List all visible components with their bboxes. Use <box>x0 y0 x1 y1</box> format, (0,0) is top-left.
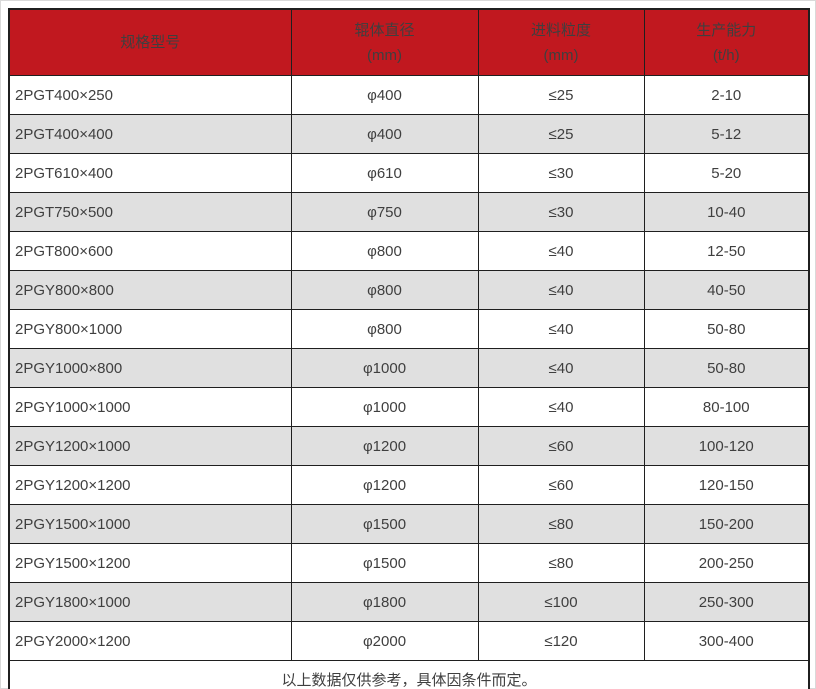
cell-model: 2PGY1200×1000 <box>8 426 292 466</box>
spec-table: 规格型号 辊体直径 (mm) 进料粒度 (mm) 生产能力 (t/h) 2PGT… <box>8 8 810 689</box>
table-cell: ≤60 <box>477 465 645 505</box>
table-cell: ≤80 <box>477 504 645 544</box>
table-cell: 50-80 <box>643 348 810 388</box>
table-footer: 以上数据仅供参考，具体因条件而定。 <box>8 660 810 689</box>
table-cell: φ800 <box>290 231 479 271</box>
table-row: 2PGT610×400 φ610 ≤30 5-20 <box>8 153 810 193</box>
header-cell-feed-size: 进料粒度 (mm) <box>477 8 645 76</box>
table-cell: φ1800 <box>290 582 479 622</box>
cell-model: 2PGY800×800 <box>8 270 292 310</box>
table-cell: ≤30 <box>477 153 645 193</box>
table-row: 2PGY800×800 φ800 ≤40 40-50 <box>8 270 810 310</box>
cell-model: 2PGY800×1000 <box>8 309 292 349</box>
table-cell: 250-300 <box>643 582 810 622</box>
cell-model: 2PGY1500×1200 <box>8 543 292 583</box>
table-cell: φ400 <box>290 114 479 154</box>
header-cell-roller-diameter: 辊体直径 (mm) <box>290 8 479 76</box>
table-row: 2PGY1000×800 φ1000 ≤40 50-80 <box>8 348 810 388</box>
table-cell: 12-50 <box>643 231 810 271</box>
header-unit: (mm) <box>543 46 579 64</box>
table-cell: ≤25 <box>477 75 645 115</box>
table-cell: ≤80 <box>477 543 645 583</box>
table-cell: ≤25 <box>477 114 645 154</box>
table-cell: ≤40 <box>477 348 645 388</box>
cell-model: 2PGY2000×1200 <box>8 621 292 661</box>
table-cell: 5-12 <box>643 114 810 154</box>
header-label: 生产能力 <box>696 21 757 39</box>
cell-model: 2PGY1800×1000 <box>8 582 292 622</box>
footer-row: 以上数据仅供参考，具体因条件而定。 <box>8 660 810 689</box>
table-row: 2PGY2000×1200 φ2000 ≤120 300-400 <box>8 621 810 661</box>
table-cell: φ800 <box>290 270 479 310</box>
table-cell: ≤40 <box>477 309 645 349</box>
table-row: 2PGY800×1000 φ800 ≤40 50-80 <box>8 309 810 349</box>
table-row: 2PGT400×400 φ400 ≤25 5-12 <box>8 114 810 154</box>
table-cell: φ1000 <box>290 348 479 388</box>
table-row: 2PGY1200×1000 φ1200 ≤60 100-120 <box>8 426 810 466</box>
table-cell: 5-20 <box>643 153 810 193</box>
table-cell: 50-80 <box>643 309 810 349</box>
cell-model: 2PGY1000×800 <box>8 348 292 388</box>
table-cell: 100-120 <box>643 426 810 466</box>
cell-model: 2PGT750×500 <box>8 192 292 232</box>
header-cell-capacity: 生产能力 (t/h) <box>643 8 810 76</box>
cell-model: 2PGY1500×1000 <box>8 504 292 544</box>
table-cell: φ1500 <box>290 543 479 583</box>
table-cell: φ800 <box>290 309 479 349</box>
table-cell: φ400 <box>290 75 479 115</box>
header-row: 规格型号 辊体直径 (mm) 进料粒度 (mm) 生产能力 (t/h) <box>8 8 810 76</box>
table-cell: φ1200 <box>290 465 479 505</box>
header-label: 进料粒度 <box>530 21 591 39</box>
table-cell: 150-200 <box>643 504 810 544</box>
header-label: 辊体直径 <box>354 21 415 39</box>
table-cell: φ750 <box>290 192 479 232</box>
table-body: 2PGT400×250 φ400 ≤25 2-10 2PGT400×400 φ400 ≤25… <box>8 75 810 661</box>
cell-model: 2PGT400×250 <box>8 75 292 115</box>
table-row: 2PGT750×500 φ750 ≤30 10-40 <box>8 192 810 232</box>
cell-model: 2PGT400×400 <box>8 114 292 154</box>
table-cell: ≤30 <box>477 192 645 232</box>
cell-model: 2PGT800×600 <box>8 231 292 271</box>
table-cell: ≤100 <box>477 582 645 622</box>
table-cell: 200-250 <box>643 543 810 583</box>
header-unit: (t/h) <box>712 46 740 64</box>
header-label: 规格型号 <box>120 34 181 51</box>
table-row: 2PGY1500×1200 φ1500 ≤80 200-250 <box>8 543 810 583</box>
table-cell: ≤120 <box>477 621 645 661</box>
footer-note: 以上数据仅供参考，具体因条件而定。 <box>8 660 810 689</box>
table-cell: φ1500 <box>290 504 479 544</box>
table-cell: 300-400 <box>643 621 810 661</box>
table-cell: 40-50 <box>643 270 810 310</box>
table-cell: ≤60 <box>477 426 645 466</box>
table-cell: φ2000 <box>290 621 479 661</box>
table-row: 2PGT800×600 φ800 ≤40 12-50 <box>8 231 810 271</box>
table-cell: φ1000 <box>290 387 479 427</box>
table-row: 2PGY1200×1200 φ1200 ≤60 120-150 <box>8 465 810 505</box>
table-header: 规格型号 辊体直径 (mm) 进料粒度 (mm) 生产能力 (t/h) <box>8 8 810 76</box>
cell-model: 2PGT610×400 <box>8 153 292 193</box>
table-cell: 120-150 <box>643 465 810 505</box>
table-cell: φ1200 <box>290 426 479 466</box>
table-row: 2PGY1000×1000 φ1000 ≤40 80-100 <box>8 387 810 427</box>
header-cell-model: 规格型号 <box>8 8 292 76</box>
cell-model: 2PGY1200×1200 <box>8 465 292 505</box>
table-cell: 10-40 <box>643 192 810 232</box>
table-cell: ≤40 <box>477 270 645 310</box>
table-cell: ≤40 <box>477 387 645 427</box>
table-cell: 80-100 <box>643 387 810 427</box>
table-cell: φ610 <box>290 153 479 193</box>
table-cell: 2-10 <box>643 75 810 115</box>
table-row: 2PGY1800×1000 φ1800 ≤100 250-300 <box>8 582 810 622</box>
table-cell: ≤40 <box>477 231 645 271</box>
table-row: 2PGT400×250 φ400 ≤25 2-10 <box>8 75 810 115</box>
cell-model: 2PGY1000×1000 <box>8 387 292 427</box>
table-row: 2PGY1500×1000 φ1500 ≤80 150-200 <box>8 504 810 544</box>
header-unit: (mm) <box>367 46 402 64</box>
